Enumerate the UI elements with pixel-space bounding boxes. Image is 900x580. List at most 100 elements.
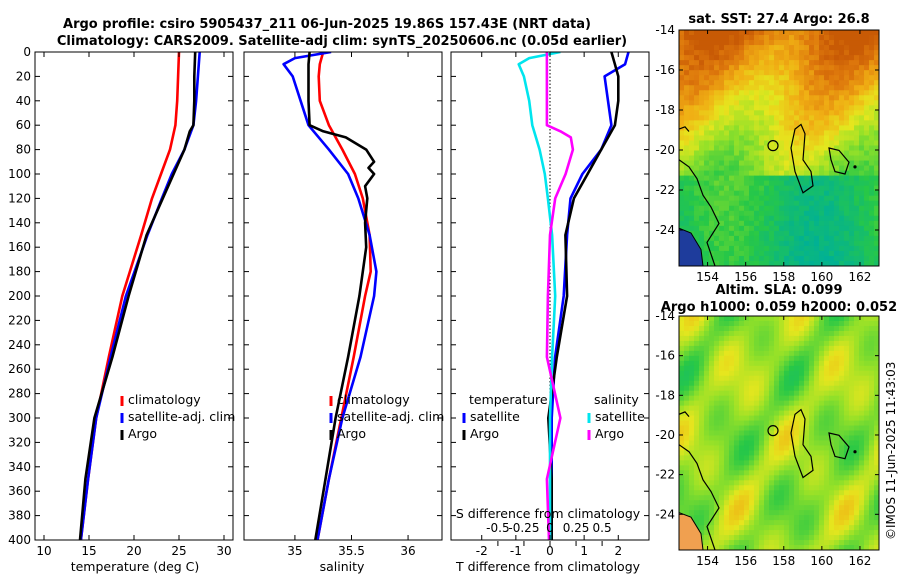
sst-map-cell: [744, 210, 750, 217]
sla-map-cell: [684, 405, 690, 412]
sst-map-cell: [809, 145, 815, 152]
sst-map-cell: [829, 165, 835, 172]
sla-map-cell: [794, 405, 800, 412]
sla-map-cell: [809, 485, 815, 491]
sla-map-cell: [839, 360, 845, 367]
sst-map-cell: [794, 40, 800, 46]
sst-map-cell: [709, 250, 715, 257]
sla-map-cell: [774, 525, 780, 531]
sst-map-cell: [694, 200, 700, 207]
sla-map-cell: [814, 545, 820, 550]
sla-map-cell: [824, 435, 830, 442]
sla-map-cell: [844, 405, 850, 412]
sst-map-cell: [774, 115, 780, 121]
sst-map-cell: [714, 115, 720, 121]
sst-map-cell: [874, 100, 879, 106]
sst-map-cell: [699, 110, 705, 116]
sla-map-cell: [699, 525, 705, 531]
sst-map-cell: [834, 45, 840, 51]
sst-map-cell: [859, 80, 865, 86]
sla-map-cell: [744, 475, 750, 481]
sst-map-cell: [794, 115, 800, 121]
sla-map-cell: [734, 500, 740, 506]
sla-map-cell: [714, 425, 720, 432]
sst-map-cell: [844, 120, 850, 126]
sla-map-cell: [709, 370, 715, 377]
sla-map-cell: [794, 470, 800, 476]
sst-map-cell: [794, 215, 800, 222]
sst-map-cell: [719, 85, 725, 91]
sla-map-cell: [769, 475, 775, 481]
sst-map-cell: [729, 40, 735, 46]
sla-map-cell: [734, 380, 740, 387]
sst-map-cell: [704, 80, 710, 86]
sla-map-cell: [794, 330, 800, 337]
sst-map-cell: [704, 135, 710, 142]
sst-map-cell: [844, 255, 850, 262]
sla-map-cell: [719, 385, 725, 392]
sla-map-cell: [754, 505, 760, 511]
sla-map-cell: [764, 480, 770, 486]
sst-map-cell: [759, 50, 765, 56]
sst-map-cell: [754, 210, 760, 217]
sla-map-cell: [754, 390, 760, 397]
sst-map-cell: [859, 260, 865, 266]
sst-map-cell: [874, 160, 879, 167]
sla-map-cell: [764, 405, 770, 412]
sla-map-cell: [809, 435, 815, 442]
difference-t-tick-label: -1: [510, 544, 522, 558]
sla-map-cell: [819, 330, 825, 337]
sst-map-cell: [789, 195, 795, 202]
sst-map-cell: [799, 220, 805, 227]
sla-map-cell: [779, 520, 785, 526]
sla-map-cell: [844, 465, 850, 471]
legend-label-satellite-adj-clim: satellite-adj. clim: [128, 409, 235, 424]
sla-map-cell: [789, 390, 795, 397]
sst-map-cell: [714, 30, 720, 36]
sla-map-cell: [774, 335, 780, 342]
sla-map-cell: [824, 420, 830, 427]
sla-map-cell: [769, 360, 775, 367]
sla-map-cell: [784, 505, 790, 511]
sst-map-cell: [679, 160, 685, 167]
sla-map-cell: [849, 525, 855, 531]
sst-map-cell: [794, 105, 800, 111]
sla-map-cell: [799, 440, 805, 447]
sla-map-cell: [764, 520, 770, 526]
sst-map-cell: [694, 105, 700, 111]
sla-map-cell: [689, 345, 695, 352]
sla-map-cell: [814, 395, 820, 402]
sst-map-cell: [769, 190, 775, 197]
sst-map-cell: [769, 255, 775, 262]
sst-map-cell: [684, 95, 690, 101]
sst-map-cell: [759, 135, 765, 142]
sst-map-cell: [854, 260, 860, 266]
sst-map-cell: [789, 225, 795, 232]
sst-map-cell: [749, 55, 755, 61]
sla-map-cell: [824, 480, 830, 486]
sla-map-cell: [724, 335, 730, 342]
sla-map-cell: [789, 345, 795, 352]
sst-map-cell: [814, 145, 820, 152]
sst-map-cell: [849, 75, 855, 81]
sst-map-cell: [774, 195, 780, 202]
sst-map-cell: [824, 235, 830, 242]
temperature-profile-satellite-adj-clim-line: [79, 52, 201, 540]
sst-map-cell: [719, 250, 725, 257]
sst-map-cell: [804, 220, 810, 227]
sst-map-cell: [774, 215, 780, 222]
sst-map-cell: [719, 100, 725, 106]
sla-map-cell: [734, 525, 740, 531]
sla-map-cell: [714, 355, 720, 362]
sla-map-cell: [874, 440, 879, 447]
sla-map-cell: [764, 535, 770, 541]
sla-map-cell: [849, 495, 855, 501]
sst-map-cell: [794, 250, 800, 257]
sst-map-cell: [824, 45, 830, 51]
sla-map-cell: [694, 515, 700, 521]
sla-map-cell: [769, 390, 775, 397]
sst-map-cell: [769, 140, 775, 147]
sst-map-cell: [684, 65, 690, 71]
sla-map-cell: [814, 355, 820, 362]
sla-map-cell: [779, 515, 785, 521]
